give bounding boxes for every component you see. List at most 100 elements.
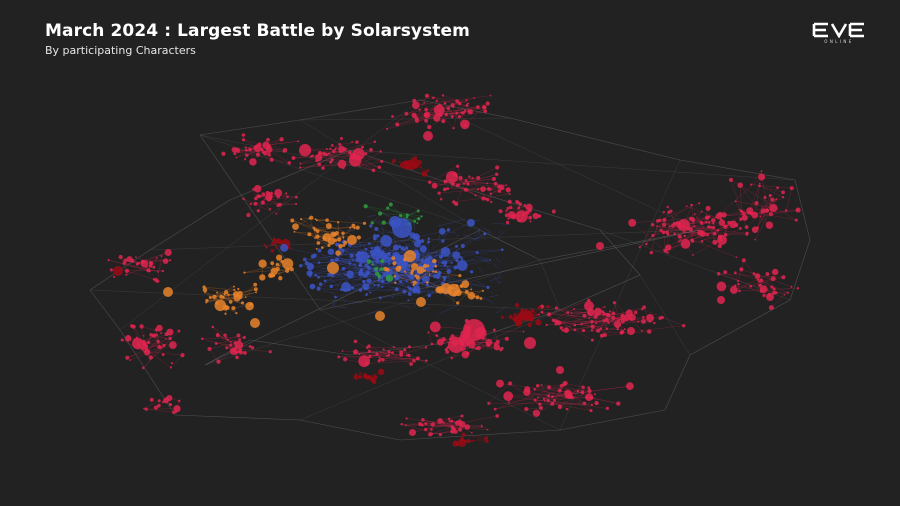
- solarsystem-node: [733, 284, 737, 287]
- system-link: [451, 344, 489, 359]
- solarsystem-node: [607, 321, 610, 324]
- solarsystem-node: [712, 222, 715, 225]
- system-link: [599, 229, 641, 276]
- solarsystem-node: [460, 111, 463, 114]
- solarsystem-node: [335, 259, 338, 262]
- solarsystem-node: [443, 264, 447, 267]
- solarsystem-node: [359, 268, 364, 272]
- system-link: [381, 212, 389, 218]
- system-link: [146, 408, 178, 410]
- system-link: [743, 260, 761, 286]
- system-link: [89, 289, 561, 311]
- solarsystem-node: [418, 258, 421, 261]
- system-link: [413, 270, 489, 288]
- solarsystem-node: [458, 420, 466, 428]
- solarsystem-node: [413, 220, 417, 223]
- solarsystem-node: [510, 213, 516, 219]
- solarsystem-node: [274, 188, 283, 197]
- solarsystem-node: [517, 206, 521, 210]
- solarsystem-node: [423, 131, 433, 141]
- solarsystem-node: [321, 151, 326, 156]
- solarsystem-node: [609, 310, 612, 313]
- solarsystem-node: [570, 312, 573, 314]
- solarsystem-node: [452, 126, 455, 130]
- solarsystem-node: [335, 242, 339, 246]
- solarsystem-node: [745, 231, 749, 235]
- solarsystem-node: [439, 197, 443, 201]
- solarsystem-node: [422, 263, 428, 269]
- solarsystem-node: [435, 99, 438, 102]
- solarsystem-node: [314, 236, 317, 239]
- solarsystem-node: [379, 150, 382, 153]
- solarsystem-node: [177, 399, 181, 403]
- solarsystem-node: [366, 259, 372, 264]
- solarsystem-node: [718, 211, 723, 216]
- solarsystem-node: [738, 289, 741, 293]
- system-link: [199, 119, 301, 136]
- solarsystem-node: [462, 182, 466, 185]
- solarsystem-node: [479, 296, 483, 300]
- solarsystem-node: [368, 354, 372, 358]
- solarsystem-node: [450, 429, 455, 434]
- system-link: [494, 276, 501, 284]
- solarsystem-node: [580, 390, 585, 395]
- solarsystem-node: [433, 114, 441, 122]
- solarsystem-node: [690, 203, 693, 207]
- solarsystem-node: [353, 375, 356, 378]
- solarsystem-node: [389, 216, 401, 228]
- solarsystem-node: [353, 339, 358, 344]
- system-link: [689, 299, 791, 356]
- system-link: [387, 207, 419, 219]
- solarsystem-node: [368, 374, 372, 378]
- solarsystem-node: [585, 395, 589, 399]
- system-link: [332, 250, 445, 262]
- solarsystem-node: [467, 109, 474, 115]
- solarsystem-node: [499, 184, 505, 191]
- system-link: [415, 95, 491, 106]
- solarsystem-node: [770, 197, 775, 202]
- solarsystem-node: [432, 270, 435, 273]
- solarsystem-node: [248, 147, 252, 152]
- solarsystem-node: [566, 311, 570, 314]
- solarsystem-node: [142, 342, 147, 347]
- solarsystem-node: [705, 216, 709, 220]
- solarsystem-node: [363, 204, 368, 209]
- solarsystem-node: [253, 144, 262, 153]
- solarsystem-node: [508, 193, 511, 196]
- solarsystem-node: [364, 263, 369, 268]
- system-link: [735, 272, 759, 280]
- solarsystem-node: [382, 348, 385, 351]
- solarsystem-node: [233, 341, 237, 345]
- solarsystem-node: [515, 210, 528, 223]
- solarsystem-node: [638, 246, 641, 249]
- system-link: [567, 321, 639, 330]
- solarsystem-node: [124, 268, 130, 274]
- solarsystem-node: [308, 217, 311, 220]
- solarsystem-node: [759, 278, 764, 283]
- solarsystem-node: [145, 265, 148, 268]
- system-link: [757, 199, 773, 228]
- system-link: [463, 167, 498, 184]
- solarsystem-node: [455, 244, 458, 248]
- solarsystem-node: [495, 165, 500, 170]
- solarsystem-node: [265, 190, 270, 196]
- solarsystem-node: [554, 306, 559, 310]
- solarsystem-node: [163, 287, 173, 297]
- solarsystem-node: [353, 349, 359, 355]
- solarsystem-node: [705, 205, 711, 211]
- solarsystem-node: [538, 405, 543, 410]
- solarsystem-node: [462, 337, 467, 342]
- solarsystem-node: [458, 183, 461, 186]
- solarsystem-node: [163, 397, 169, 404]
- system-link: [751, 184, 792, 189]
- solarsystem-node: [233, 288, 236, 292]
- solarsystem-node: [642, 305, 646, 310]
- solarsystem-node: [423, 102, 426, 104]
- system-link: [495, 306, 506, 314]
- solarsystem-node: [466, 182, 470, 186]
- solarsystem-node: [258, 259, 267, 268]
- system-link: [276, 196, 288, 214]
- system-link: [400, 305, 410, 308]
- solarsystem-node: [350, 286, 354, 290]
- solarsystem-node: [168, 341, 177, 350]
